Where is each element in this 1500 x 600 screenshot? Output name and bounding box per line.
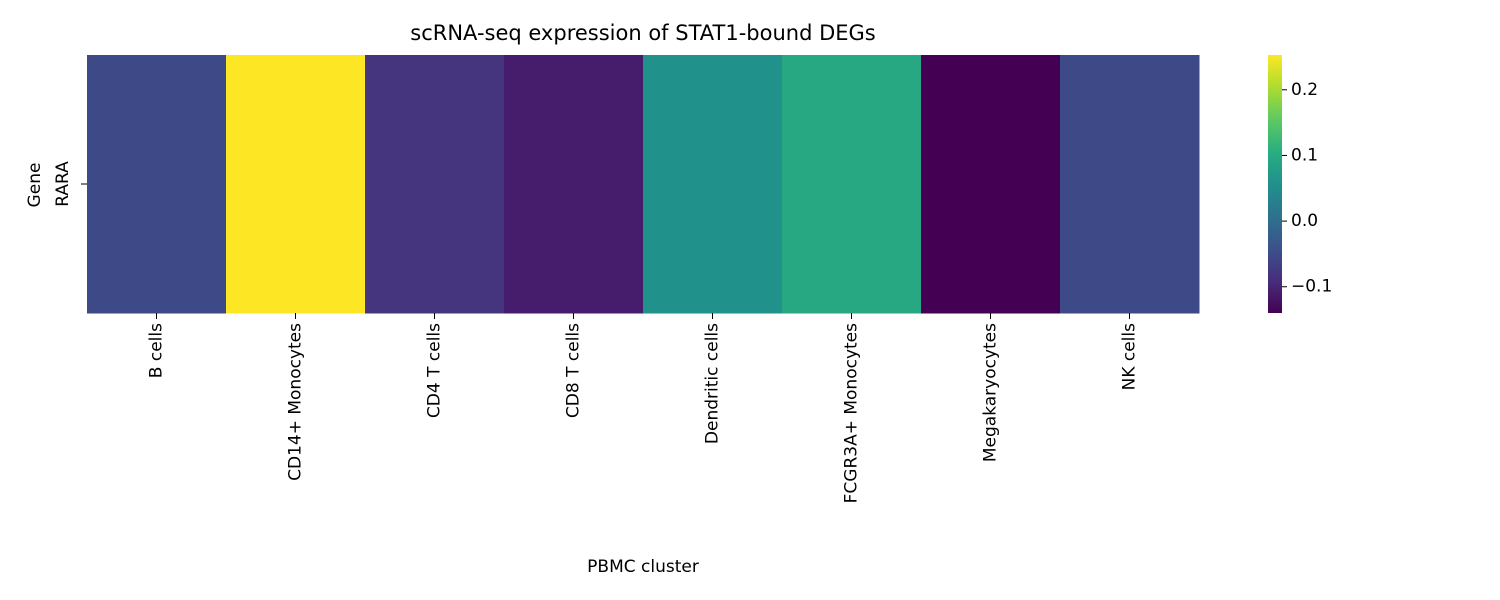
x-tick-label: Megakaryocytes <box>981 323 1001 462</box>
y-tick-label: RARA <box>53 161 73 207</box>
colorbar-tick-label: 0.0 <box>1291 211 1318 231</box>
chart-title: scRNA-seq expression of STAT1-bound DEGs <box>410 21 876 45</box>
x-tick-label: FCGR3A+ Monocytes <box>842 323 862 504</box>
heatmap-cell <box>1060 55 1200 314</box>
y-axis-label: Gene <box>25 163 45 208</box>
x-tick-label: NK cells <box>1120 323 1140 391</box>
heatmap-cell <box>504 55 644 314</box>
colorbar <box>1268 55 1282 313</box>
colorbar-tick-label: 0.2 <box>1291 80 1318 100</box>
x-axis-label: PBMC cluster <box>587 557 699 577</box>
heatmap-cell <box>226 55 366 314</box>
x-tick-label: CD8 T cells <box>564 323 584 418</box>
colorbar-tick-label: −0.1 <box>1291 277 1332 297</box>
heatmap-cell <box>643 55 783 314</box>
heatmap-cell <box>921 55 1061 314</box>
heatmap-cell <box>782 55 922 314</box>
x-tick-label: CD14+ Monocytes <box>286 323 306 481</box>
heatmap-cell <box>87 55 227 314</box>
x-tick-label: CD4 T cells <box>425 323 445 418</box>
x-tick-label: Dendritic cells <box>703 323 723 444</box>
colorbar-tick-label: 0.1 <box>1291 145 1318 165</box>
x-tick-label: B cells <box>147 323 167 378</box>
heatmap-cell <box>365 55 505 314</box>
